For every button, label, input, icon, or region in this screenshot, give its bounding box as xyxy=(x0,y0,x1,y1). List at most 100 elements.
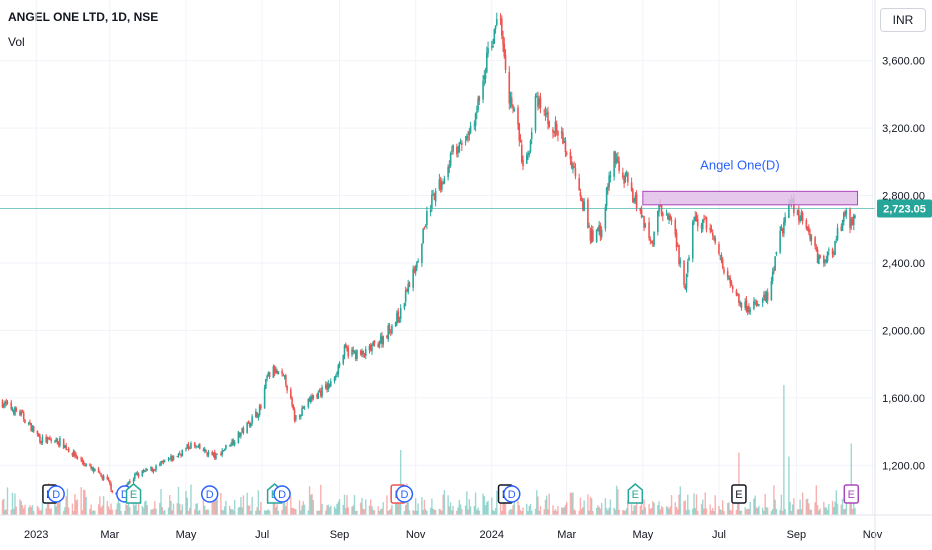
volume-bar xyxy=(15,506,17,515)
volume-bar xyxy=(72,511,75,515)
candle-body xyxy=(328,383,331,387)
volume-bar xyxy=(710,510,713,515)
volume-bar xyxy=(483,496,486,515)
volume-bar xyxy=(564,505,567,515)
grid-layer xyxy=(0,0,875,515)
earnings-marker[interactable]: E xyxy=(125,483,142,504)
volume-bar xyxy=(478,510,481,515)
candle-body xyxy=(317,391,320,399)
candle-body xyxy=(76,456,79,459)
volume-bar xyxy=(370,499,372,515)
candle-body xyxy=(534,96,537,131)
volume-bar xyxy=(429,507,432,515)
candle-body xyxy=(286,385,288,391)
dividend-marker[interactable]: D xyxy=(47,485,65,503)
volume-indicator-label[interactable]: Vol xyxy=(8,35,25,49)
volume-bar xyxy=(845,503,847,515)
candle-body xyxy=(695,215,698,219)
candle-body xyxy=(684,286,687,290)
volume-bar xyxy=(66,488,69,515)
volume-bar xyxy=(810,509,813,515)
candle-body xyxy=(691,221,694,259)
volume-bar xyxy=(67,507,70,515)
candle-body xyxy=(493,29,496,44)
candle-body xyxy=(448,166,451,168)
volume-bar xyxy=(421,497,423,515)
volume-bar xyxy=(635,503,638,515)
candle-body xyxy=(598,224,600,232)
volume-bar xyxy=(833,507,835,515)
candle-body xyxy=(852,215,855,226)
candle-body xyxy=(387,325,389,340)
x-tick-label: 2023 xyxy=(24,529,48,541)
volume-bar xyxy=(695,494,698,515)
currency-button[interactable]: INR xyxy=(880,8,926,32)
candle-body xyxy=(783,221,785,234)
volume-bar xyxy=(609,499,612,515)
volume-bar xyxy=(627,499,629,515)
candle-body xyxy=(538,98,541,105)
candle-body xyxy=(168,458,171,460)
earnings-marker[interactable]: E xyxy=(843,484,860,504)
event-marker-layer[interactable]: EDDEDEDEDEDEEE xyxy=(42,483,860,504)
volume-bar xyxy=(643,499,645,515)
candle-body xyxy=(37,433,40,437)
volume-bar xyxy=(189,507,191,515)
candle-body xyxy=(766,292,769,301)
dividend-marker[interactable]: D xyxy=(273,485,291,503)
candle-body xyxy=(592,230,594,242)
candle-body xyxy=(683,260,685,285)
volume-bar xyxy=(439,509,442,515)
volume-bar xyxy=(639,505,642,515)
volume-bar xyxy=(442,494,444,515)
volume-bar xyxy=(657,505,659,515)
candle-body xyxy=(456,146,458,155)
volume-bar xyxy=(746,508,749,515)
volume-bar xyxy=(169,494,171,515)
volume-bar xyxy=(221,509,223,515)
dividend-marker[interactable]: D xyxy=(503,485,521,503)
dividend-marker[interactable]: D xyxy=(395,485,414,503)
earnings-marker[interactable]: E xyxy=(627,483,644,504)
candle-body xyxy=(364,349,367,357)
volume-bar xyxy=(212,491,215,515)
candle-body xyxy=(316,394,318,398)
candle-body xyxy=(193,442,196,446)
volume-bar xyxy=(141,506,143,515)
candle-body xyxy=(484,74,487,79)
volume-bar xyxy=(517,500,519,515)
volume-bar xyxy=(780,494,783,515)
volume-bar xyxy=(196,503,198,515)
volume-bar xyxy=(117,498,120,515)
volume-bar xyxy=(493,511,495,515)
candle-body xyxy=(670,219,673,222)
volume-layer xyxy=(1,385,856,515)
candle-body xyxy=(740,302,743,309)
volume-bar xyxy=(814,502,816,515)
volume-bar xyxy=(748,509,750,515)
volume-bar xyxy=(45,508,47,515)
candle-body xyxy=(749,309,751,313)
volume-bar xyxy=(352,505,354,515)
candle-body xyxy=(739,302,741,304)
volume-bar xyxy=(650,508,653,515)
x-tick-label: Nov xyxy=(863,529,883,541)
earnings-marker[interactable]: E xyxy=(731,484,747,504)
candle-body xyxy=(630,182,633,191)
candle-body xyxy=(469,125,472,133)
volume-bar xyxy=(662,507,664,515)
y-tick-label: 3,600.00 xyxy=(882,56,925,68)
candle-body xyxy=(578,177,580,191)
volume-bar xyxy=(3,498,5,515)
candle-body xyxy=(834,241,836,255)
candle-body xyxy=(438,179,441,189)
volume-bar xyxy=(534,508,537,515)
dividend-marker[interactable]: D xyxy=(200,485,219,503)
volume-bar xyxy=(722,500,724,515)
candle-body xyxy=(336,372,338,375)
volume-bar xyxy=(398,503,401,515)
marker-shape xyxy=(627,483,644,504)
candle-body xyxy=(228,445,231,447)
volume-bar xyxy=(371,506,373,515)
